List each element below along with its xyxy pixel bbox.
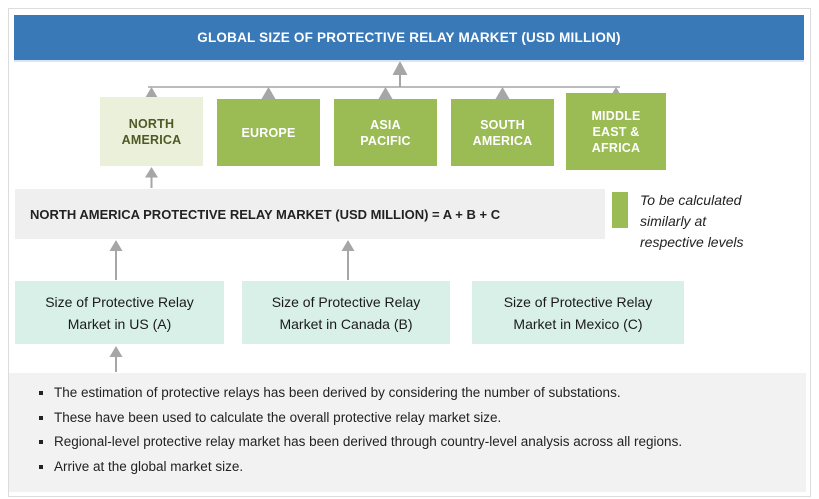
region-label-line: ASIA xyxy=(370,117,401,132)
region-label-line: SOUTH xyxy=(480,117,525,132)
country-box-line: Market in US (A) xyxy=(67,315,172,332)
region-label-line: EUROPE xyxy=(241,125,296,140)
country-box-line: Size of Protective Relay xyxy=(271,293,421,310)
north-america-formula-bar: NORTH AMERICA PROTECTIVE RELAY MARKET (U… xyxy=(15,189,605,239)
country-box-line: Market in Mexico (C) xyxy=(513,315,643,332)
methodology-notes-list: The estimation of protective relays has … xyxy=(9,373,806,479)
legend-note-line: To be calculated xyxy=(640,192,742,208)
region-label-line: MIDDLE xyxy=(591,108,641,123)
global-market-banner: GLOBAL SIZE OF PROTECTIVE RELAY MARKET (… xyxy=(14,15,804,62)
region-box-asia-pacific: ASIA PACIFIC xyxy=(334,99,437,166)
region-box-south-america: SOUTH AMERICA xyxy=(451,99,554,166)
region-label-line: NORTH xyxy=(128,116,175,131)
country-box-us: Size of Protective Relay Market in US (A… xyxy=(15,281,224,344)
formula-text: NORTH AMERICA PROTECTIVE RELAY MARKET (U… xyxy=(30,206,501,222)
region-box-europe: EUROPE xyxy=(217,99,320,166)
region-box-middle-east-africa: MIDDLE EAST & AFRICA xyxy=(566,93,666,170)
note-item: Arrive at the global market size. xyxy=(54,455,796,480)
region-label-line: AMERICA xyxy=(121,132,182,147)
region-label-line: AMERICA xyxy=(472,133,533,148)
region-box-north-america: NORTH AMERICA xyxy=(100,97,203,166)
region-label-line: AFRICA xyxy=(591,140,641,155)
legend-note-line: respective levels xyxy=(640,234,744,250)
country-box-mexico: Size of Protective Relay Market in Mexic… xyxy=(472,281,684,344)
country-box-line: Market in Canada (B) xyxy=(279,315,413,332)
region-label-line: PACIFIC xyxy=(360,133,411,148)
country-box-line: Size of Protective Relay xyxy=(503,293,653,310)
legend-green-swatch xyxy=(612,192,628,228)
note-item: The estimation of protective relays has … xyxy=(54,381,796,406)
note-item: Regional-level protective relay market h… xyxy=(54,430,796,455)
methodology-notes-panel: The estimation of protective relays has … xyxy=(9,373,806,492)
note-item: These have been used to calculate the ov… xyxy=(54,406,796,431)
legend-note: To be calculated similarly at respective… xyxy=(640,190,744,253)
country-box-line: Size of Protective Relay xyxy=(45,293,194,310)
country-box-canada: Size of Protective Relay Market in Canad… xyxy=(242,281,450,344)
global-market-banner-title: GLOBAL SIZE OF PROTECTIVE RELAY MARKET (… xyxy=(197,30,621,45)
region-label-line: EAST & xyxy=(592,124,640,139)
legend-note-line: similarly at xyxy=(640,213,707,229)
